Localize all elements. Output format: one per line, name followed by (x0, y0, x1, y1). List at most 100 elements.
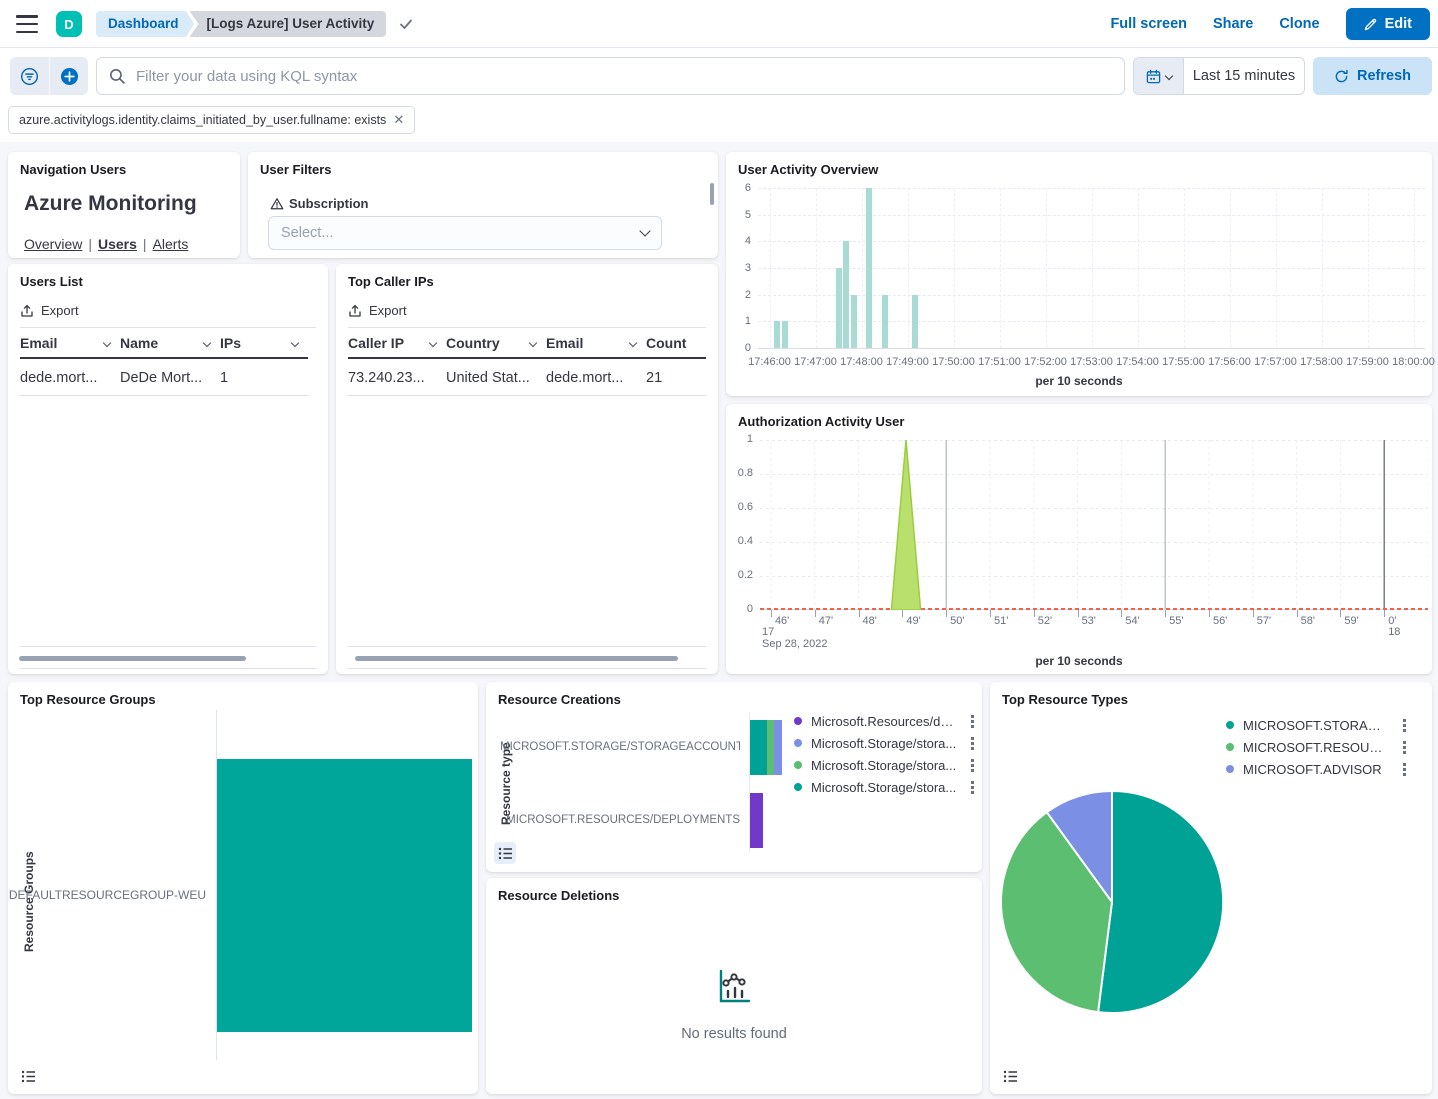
x-axis-tick (815, 610, 816, 617)
y-axis-tick-label: 1 (726, 433, 753, 445)
table-row[interactable]: dede.mort...DeDe Mort...1 (20, 361, 308, 396)
chart-bar[interactable] (843, 241, 849, 348)
column-header-ips[interactable]: IPs (220, 329, 308, 357)
column-header-label: Caller IP (348, 335, 404, 351)
panel-title[interactable]: Users List (20, 274, 83, 289)
legend-actions-icon[interactable] (971, 759, 974, 772)
share-button[interactable]: Share (1213, 16, 1253, 32)
gridline (1184, 188, 1185, 348)
x-axis-tick-label: 17:47:00 (792, 356, 840, 368)
avatar[interactable]: D (56, 11, 82, 37)
chart-bar-segment[interactable] (750, 720, 767, 775)
column-header-email[interactable]: Email (546, 329, 646, 357)
table-header-row: Caller IP CountryEmailCount (348, 329, 706, 359)
legend-actions-icon[interactable] (971, 715, 974, 728)
chart-bar[interactable] (851, 295, 857, 348)
column-header-count[interactable]: Count (646, 329, 706, 357)
chart-bar[interactable] (782, 321, 788, 348)
chart-bar[interactable] (866, 188, 872, 348)
nav-link-overview[interactable]: Overview (24, 236, 82, 252)
applied-filter-pill[interactable]: azure.activitylogs.identity.claims_initi… (8, 106, 415, 134)
legend-color-dot[interactable] (794, 783, 802, 791)
panel-authorization-activity: Authorization Activity User 00.20.40.60.… (726, 404, 1432, 674)
table-cell: DeDe Mort... (120, 370, 220, 386)
chart-bar[interactable] (217, 759, 472, 1032)
nav-link-users[interactable]: Users (98, 236, 137, 252)
x-axis-tick-label: 51' (994, 615, 1008, 627)
subscription-select[interactable]: Select... (268, 216, 662, 250)
remove-filter-icon[interactable]: ✕ (393, 112, 404, 128)
breadcrumb-dashboard[interactable]: Dashboard (96, 11, 195, 37)
column-header-email[interactable]: Email (20, 329, 120, 357)
calendar-dropdown-button[interactable] (1134, 58, 1184, 94)
refresh-button[interactable]: Refresh (1313, 57, 1432, 95)
panel-user-filters: User Filters Subscription Select... (248, 152, 718, 258)
legend-actions-icon[interactable] (971, 781, 974, 794)
chart-bar-segment[interactable] (767, 720, 774, 775)
kql-search-input[interactable] (136, 68, 1112, 85)
time-range-display[interactable]: Last 15 minutes (1184, 58, 1304, 94)
legend-item: Microsoft.Resources/de... (794, 710, 974, 732)
x-axis-hour-label: 18 (1388, 626, 1400, 638)
nav-link-alerts[interactable]: Alerts (153, 236, 189, 252)
breadcrumb: Dashboard [Logs Azure] User Activity (96, 11, 414, 37)
legend-actions-icon[interactable] (971, 737, 974, 750)
chart-bar-segment[interactable] (774, 720, 782, 775)
warning-icon (270, 197, 284, 211)
full-screen-button[interactable]: Full screen (1110, 16, 1187, 32)
panel-title[interactable]: User Filters (260, 162, 332, 177)
legend-list-icon[interactable] (999, 1065, 1021, 1087)
legend-label[interactable]: Microsoft.Storage/stora... (811, 780, 956, 795)
legend-label[interactable]: Microsoft.Storage/stora... (811, 736, 956, 751)
chart-bar[interactable] (912, 295, 918, 348)
x-axis-tick-label: 17:49:00 (884, 356, 932, 368)
x-axis-tick-label: 59' (1344, 615, 1358, 627)
x-axis-tick (1034, 610, 1035, 617)
top-navigation-bar: D Dashboard [Logs Azure] User Activity F… (0, 0, 1438, 48)
legend-color-dot[interactable] (794, 739, 802, 747)
saved-filters-icon[interactable] (10, 57, 49, 95)
column-header-name[interactable]: Name (120, 329, 220, 357)
breadcrumb-current-dashboard[interactable]: [Logs Azure] User Activity (190, 11, 387, 37)
chevron-down-icon (629, 339, 637, 347)
pie-slice[interactable] (1098, 791, 1223, 1013)
x-axis-tick-label: 17:48:00 (838, 356, 886, 368)
legend-color-dot[interactable] (794, 717, 802, 725)
legend-list-icon[interactable] (17, 1065, 39, 1087)
gridline (1276, 188, 1277, 348)
chevron-down-icon (639, 225, 650, 236)
x-axis-tick-label: 17:55:00 (1160, 356, 1208, 368)
legend-label[interactable]: Microsoft.Resources/de... (811, 714, 957, 729)
legend-label[interactable]: Microsoft.Storage/stora... (811, 758, 956, 773)
column-header-label: Count (646, 335, 686, 351)
x-axis-tick (946, 610, 947, 617)
legend-color-dot[interactable] (794, 761, 802, 769)
panel-title[interactable]: Top Caller IPs (348, 274, 434, 289)
menu-icon[interactable] (16, 15, 38, 33)
horizontal-scrollbar[interactable] (355, 656, 678, 661)
edit-button[interactable]: Edit (1346, 8, 1430, 40)
export-button[interactable]: Export (348, 303, 407, 318)
checkmark-icon[interactable] (398, 16, 414, 32)
chart-bar-segment[interactable] (750, 793, 763, 848)
x-axis-tick-label: 50' (950, 615, 964, 627)
panel-top-caller-ips: Top Caller IPs Export Caller IP CountryEm… (336, 264, 718, 674)
panel-title[interactable]: Resource Deletions (498, 888, 619, 903)
column-header-caller-ip[interactable]: Caller IP (348, 329, 446, 357)
legend-list-icon[interactable] (494, 842, 516, 864)
pie-chart-resource-types[interactable] (990, 682, 1432, 1094)
gridline (816, 188, 817, 348)
chart-bar[interactable] (836, 268, 842, 348)
horizontal-scrollbar[interactable] (19, 656, 246, 661)
table-row[interactable]: 73.240.23...United Stat...dede.mort...21 (348, 361, 706, 396)
panel-title[interactable]: Navigation Users (20, 162, 126, 177)
area-chart-canvas[interactable] (760, 440, 1428, 610)
chart-bar[interactable] (774, 321, 780, 348)
add-filter-icon[interactable] (49, 57, 88, 95)
top-actions: Full screen Share Clone Edit (1110, 0, 1430, 48)
export-button[interactable]: Export (20, 303, 79, 318)
vertical-scrollbar[interactable] (710, 183, 714, 205)
clone-button[interactable]: Clone (1279, 16, 1319, 32)
chart-bar[interactable] (882, 295, 888, 348)
column-header-country[interactable]: Country (446, 329, 546, 357)
